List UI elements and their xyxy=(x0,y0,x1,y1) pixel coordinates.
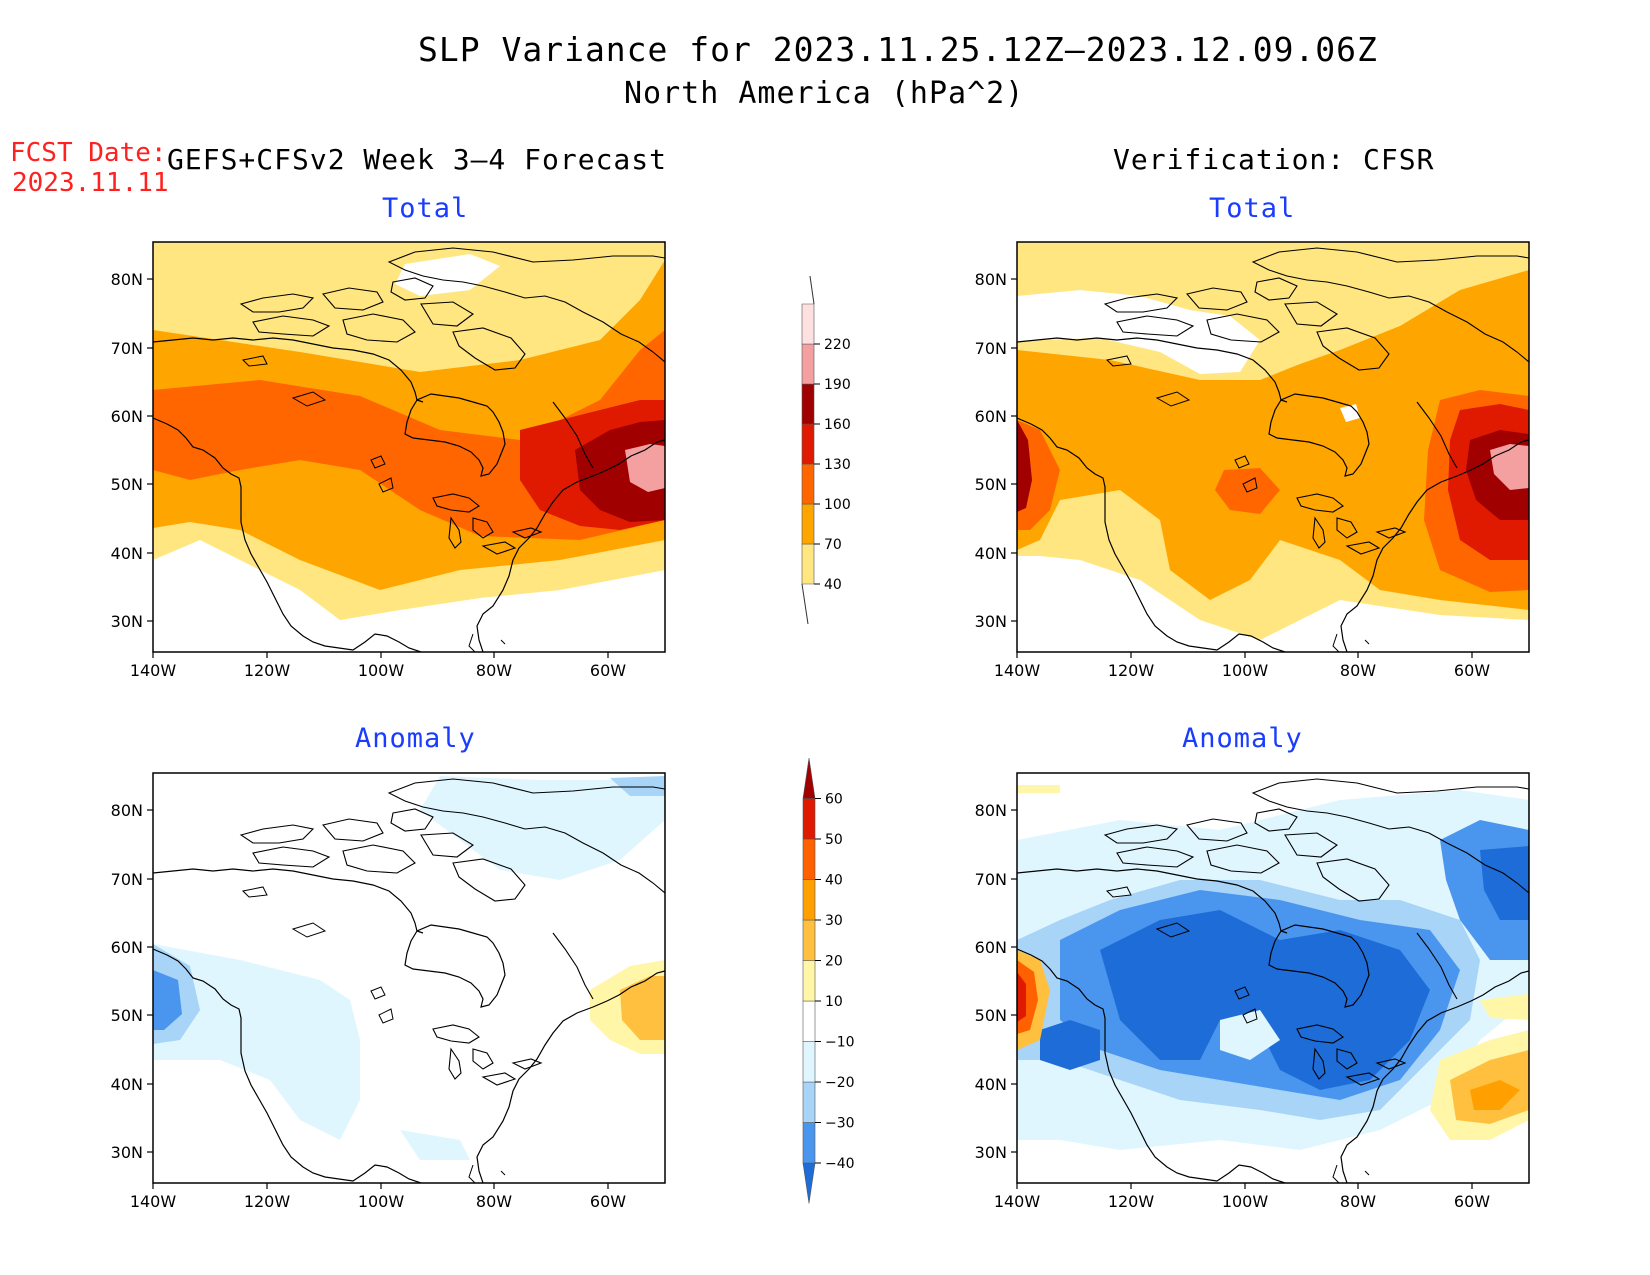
lon-tick-label: 80W xyxy=(1340,661,1376,680)
colorbar-swatch xyxy=(802,1122,816,1164)
lat-tick-label: 80N xyxy=(111,270,143,289)
lat-tick-label: 50N xyxy=(111,1006,143,1025)
colorbar-swatch xyxy=(802,919,816,961)
colorbar-tick-label: −20 xyxy=(825,1075,855,1091)
lat-tick-label: 60N xyxy=(975,407,1007,426)
colorbar-swatch xyxy=(802,1162,816,1204)
lat-tick-label: 80N xyxy=(975,270,1007,289)
colorbar-tick-label: 40 xyxy=(825,873,843,889)
lat-tick-label: 80N xyxy=(975,801,1007,820)
lat-tick-label: 30N xyxy=(975,1143,1007,1162)
colorbar-tick-label: 190 xyxy=(824,377,851,393)
lat-tick-label: 40N xyxy=(975,544,1007,563)
lat-tick-label: 70N xyxy=(975,339,1007,358)
colorbar-tick-label: −40 xyxy=(825,1156,855,1172)
lat-tick-label: 40N xyxy=(975,1075,1007,1094)
lat-tick-label: 30N xyxy=(975,612,1007,631)
colorbar-tick-label: 160 xyxy=(824,417,851,433)
verif-anomaly-title: Anomaly xyxy=(1182,723,1303,754)
fcst-total-map xyxy=(152,241,666,653)
lat-tick-label: 30N xyxy=(111,612,143,631)
fcst-anomaly-map xyxy=(152,772,666,1184)
fcst-date-label: FCST Date: xyxy=(10,138,167,168)
lon-tick-label: 140W xyxy=(130,661,177,680)
colorbar-swatch xyxy=(802,798,816,840)
lat-tick-label: 60N xyxy=(111,938,143,957)
lon-tick-label: 100W xyxy=(358,661,405,680)
colorbar-swatch xyxy=(801,343,815,385)
lon-tick-label: 140W xyxy=(994,661,1041,680)
colorbar-swatch xyxy=(801,383,815,425)
forecast-column-title: GEFS+CFSv2 Week 3–4 Forecast xyxy=(167,143,668,176)
colorbar-tail xyxy=(809,275,815,305)
chart-subtitle: North America (hPa^2) xyxy=(624,76,1025,111)
colorbar-tick-label: −10 xyxy=(825,1035,855,1051)
lat-tick-label: 50N xyxy=(975,475,1007,494)
lon-tick-label: 120W xyxy=(244,661,291,680)
lon-tick-label: 100W xyxy=(1222,661,1269,680)
colorbar-swatch xyxy=(801,463,815,505)
lat-tick-label: 60N xyxy=(111,407,143,426)
colorbar-tail xyxy=(801,583,809,625)
lon-tick-label: 80W xyxy=(476,1192,512,1211)
lon-tick-label: 80W xyxy=(476,661,512,680)
colorbar-swatch xyxy=(801,503,815,545)
lat-tick-label: 70N xyxy=(111,870,143,889)
fcst-total-title: Total xyxy=(382,193,469,224)
lon-tick-label: 120W xyxy=(1108,661,1155,680)
colorbar-tick-label: 40 xyxy=(824,577,842,593)
lon-tick-label: 100W xyxy=(1222,1192,1269,1211)
lat-tick-label: 40N xyxy=(111,544,143,563)
verification-column-title: Verification: CFSR xyxy=(1113,143,1435,176)
colorbar-tick-label: 50 xyxy=(825,832,843,848)
lon-tick-label: 140W xyxy=(994,1192,1041,1211)
colorbar-tick-label: 60 xyxy=(825,792,843,808)
colorbar-tick-label: 30 xyxy=(825,913,843,929)
colorbar-swatch xyxy=(802,1081,816,1123)
colorbar-swatch xyxy=(802,757,816,799)
lat-tick-label: 70N xyxy=(975,870,1007,889)
lat-tick-label: 60N xyxy=(975,938,1007,957)
colorbar-swatch xyxy=(801,423,815,465)
colorbar-tick-label: 100 xyxy=(824,497,851,513)
lat-tick-label: 80N xyxy=(111,801,143,820)
chart-title: SLP Variance for 2023.11.25.12Z–2023.12.… xyxy=(418,30,1378,69)
colorbar-tick-label: 130 xyxy=(824,457,851,473)
lat-tick-label: 30N xyxy=(111,1143,143,1162)
colorbar-swatch xyxy=(801,543,815,585)
fcst-date-value: 2023.11.11 xyxy=(12,168,169,198)
lat-tick-label: 40N xyxy=(111,1075,143,1094)
fcst-anomaly-title: Anomaly xyxy=(355,723,476,754)
colorbar-tick-label: 70 xyxy=(824,537,842,553)
lat-tick-label: 70N xyxy=(111,339,143,358)
colorbar-swatch xyxy=(802,838,816,880)
colorbar-swatch xyxy=(802,1000,816,1042)
verif-anomaly-map xyxy=(1016,772,1530,1184)
colorbar-tick-label: −30 xyxy=(825,1116,855,1132)
colorbar-swatch xyxy=(801,303,815,345)
lon-tick-label: 100W xyxy=(358,1192,405,1211)
lat-tick-label: 50N xyxy=(975,1006,1007,1025)
colorbar-swatch xyxy=(802,879,816,921)
verif-total-title: Total xyxy=(1209,193,1296,224)
lon-tick-label: 60W xyxy=(1454,1192,1490,1211)
colorbar-swatch xyxy=(802,960,816,1002)
lon-tick-label: 120W xyxy=(1108,1192,1155,1211)
lat-tick-label: 50N xyxy=(111,475,143,494)
lon-tick-label: 60W xyxy=(590,661,626,680)
colorbar-tick-label: 220 xyxy=(824,337,851,353)
colorbar-swatch xyxy=(802,1041,816,1083)
lon-tick-label: 60W xyxy=(1454,661,1490,680)
lon-tick-label: 60W xyxy=(590,1192,626,1211)
colorbar-tick-label: 20 xyxy=(825,954,843,970)
lon-tick-label: 80W xyxy=(1340,1192,1376,1211)
lon-tick-label: 120W xyxy=(244,1192,291,1211)
lon-tick-label: 140W xyxy=(130,1192,177,1211)
verif-total-map xyxy=(1016,241,1530,653)
colorbar-tick-label: 10 xyxy=(825,994,843,1010)
